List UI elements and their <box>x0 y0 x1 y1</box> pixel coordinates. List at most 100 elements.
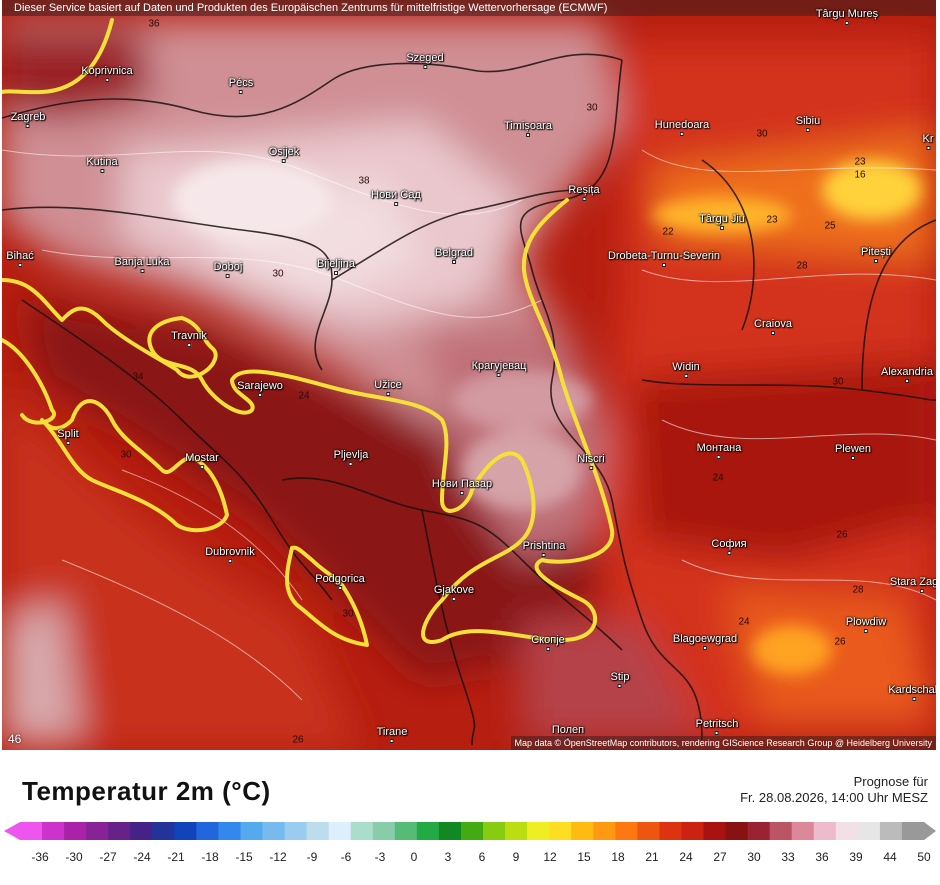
scale-tick-label: -27 <box>99 850 117 864</box>
scale-swatch <box>350 822 374 840</box>
attribution-bottom: Map data © OpenStreetMap contributors, r… <box>510 736 936 750</box>
scale-arrow-left <box>4 822 20 840</box>
scale-tick-label: -24 <box>133 850 151 864</box>
scale-swatch <box>130 822 153 840</box>
isotherm-value: 26 <box>836 529 848 541</box>
scale-tick-label: 30 <box>747 850 761 864</box>
isotherm-value: 30 <box>272 268 284 280</box>
scale-swatch <box>284 822 308 840</box>
scale-swatch <box>791 822 815 840</box>
temperature-field <box>2 0 936 750</box>
scale-swatch <box>615 822 638 840</box>
forecast-time: Fr. 28.08.2026, 14:00 Uhr MESZ <box>740 790 928 805</box>
color-scale-bar <box>4 822 936 840</box>
scale-tick-label: 44 <box>883 850 897 864</box>
scale-swatch <box>681 822 705 840</box>
scale-swatch <box>593 822 616 840</box>
scale-tick-label: 21 <box>645 850 659 864</box>
scale-swatch <box>20 822 43 840</box>
isotherm-value: 24 <box>298 390 310 402</box>
isotherm-value: 22 <box>662 226 674 238</box>
weather-map[interactable]: Dieser Service basiert auf Daten und Pro… <box>2 0 936 750</box>
scale-tick-label: -6 <box>340 850 352 864</box>
scale-tick-label: -36 <box>31 850 49 864</box>
isotherm-value: 30 <box>756 128 768 140</box>
scale-swatch <box>901 822 925 840</box>
forecast-info: Prognose für Fr. 28.08.2026, 14:00 Uhr M… <box>740 774 928 806</box>
scale-swatch <box>747 822 771 840</box>
isotherm-value: 26 <box>292 734 304 746</box>
scale-swatch <box>328 822 352 840</box>
legend-title: Temperatur 2m (°C) <box>22 776 271 806</box>
scale-swatch <box>196 822 220 840</box>
scale-swatch <box>769 822 793 840</box>
scale-tick-label: -21 <box>167 850 185 864</box>
scale-swatch <box>64 822 87 840</box>
scale-swatch <box>527 822 550 840</box>
scale-swatch <box>659 822 683 840</box>
isotherm-value: 24 <box>738 616 750 628</box>
scale-swatch <box>857 822 881 840</box>
scale-tick-label: 24 <box>679 850 693 864</box>
scale-tick-label: -15 <box>235 850 253 864</box>
scale-tick-label: 27 <box>713 850 727 864</box>
isotherm-value: 38 <box>358 175 370 187</box>
color-scale-ticks: -36 -30 -27 -24 -21 -18 -15 -12 -9 -6 -3 0 3 6 9 12 15 18… <box>0 850 940 868</box>
scale-swatch <box>703 822 727 840</box>
scale-tick-label: 36 <box>815 850 829 864</box>
scale-swatch <box>416 822 440 840</box>
scale-swatch <box>218 822 242 840</box>
scale-swatch <box>505 822 528 840</box>
scale-swatch <box>372 822 396 840</box>
scale-swatch <box>637 822 661 840</box>
scale-swatch <box>152 822 175 840</box>
scale-tick-label: 3 <box>444 850 452 864</box>
scale-swatch <box>240 822 264 840</box>
isotherm-value: 34 <box>132 371 144 383</box>
scale-swatch <box>725 822 749 840</box>
isotherm-value: 30 <box>120 449 132 461</box>
scale-swatch <box>42 822 65 840</box>
isotherm-value: 28 <box>852 584 864 596</box>
scale-swatch <box>879 822 903 840</box>
corner-value: 46 <box>8 732 22 746</box>
scale-tick-label: -9 <box>306 850 318 864</box>
scale-swatch <box>813 822 837 840</box>
isotherm-value: 26 <box>834 636 846 648</box>
isotherm-value: 30 <box>586 102 598 114</box>
scale-swatch <box>438 822 462 840</box>
scale-swatch <box>174 822 197 840</box>
scale-swatch <box>835 822 859 840</box>
scale-tick-label: 50 <box>917 850 931 864</box>
isotherm-value: 24 <box>712 472 724 484</box>
scale-swatch <box>571 822 594 840</box>
forecast-label: Prognose für <box>853 774 928 789</box>
scale-tick-label: 6 <box>478 850 486 864</box>
scale-tick-label: 39 <box>849 850 863 864</box>
scale-swatch <box>394 822 418 840</box>
scale-swatch <box>306 822 330 840</box>
scale-tick-label: 0 <box>410 850 418 864</box>
isotherm-value: 23 <box>854 156 866 168</box>
isotherm-value: 28 <box>796 260 808 272</box>
scale-tick-label: 12 <box>543 850 557 864</box>
isotherm-value: 30 <box>832 376 844 388</box>
isotherm-value: 36 <box>148 18 160 30</box>
attribution-top: Dieser Service basiert auf Daten und Pro… <box>2 0 936 16</box>
scale-swatch <box>549 822 572 840</box>
scale-tick-label: -3 <box>374 850 386 864</box>
scale-tick-label: 33 <box>781 850 795 864</box>
scale-tick-label: 15 <box>577 850 591 864</box>
scale-swatch <box>262 822 286 840</box>
isotherm-value: 25 <box>824 220 836 232</box>
scale-arrow-right <box>924 822 936 840</box>
scale-swatch <box>86 822 109 840</box>
isotherm-value: 16 <box>854 169 866 181</box>
scale-swatch <box>483 822 506 840</box>
scale-swatch <box>108 822 131 840</box>
isotherm-value: 30 <box>342 608 354 620</box>
scale-tick-label: -18 <box>201 850 219 864</box>
isotherm-value: 23 <box>766 214 778 226</box>
scale-tick-label: 18 <box>611 850 625 864</box>
scale-tick-label: -12 <box>269 850 287 864</box>
